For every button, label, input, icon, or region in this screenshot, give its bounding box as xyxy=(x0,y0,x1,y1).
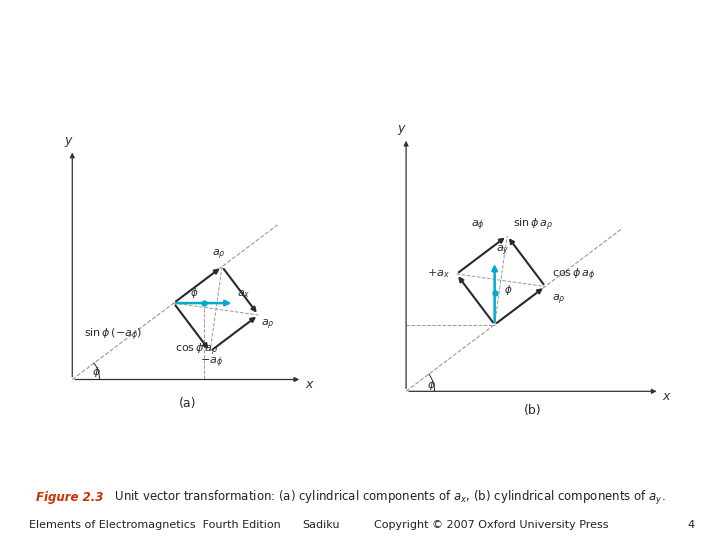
Text: (a): (a) xyxy=(179,397,196,410)
Text: 4: 4 xyxy=(688,520,695,530)
Text: Sadiku: Sadiku xyxy=(302,520,340,530)
Text: Unit vector transformation: (a) cylindrical components of $a_x$, (b) cylindrical: Unit vector transformation: (a) cylindri… xyxy=(107,489,665,507)
Text: $a_{y}$: $a_{y}$ xyxy=(496,244,510,258)
Text: $\cos\phi\,a_{\phi}$: $\cos\phi\,a_{\phi}$ xyxy=(552,267,595,284)
Text: $\phi$: $\phi$ xyxy=(190,286,199,300)
Text: $\cos\phi\,a_{\rho}$: $\cos\phi\,a_{\rho}$ xyxy=(175,342,218,358)
Text: x: x xyxy=(662,389,670,403)
Text: y: y xyxy=(397,122,405,134)
Text: $\sin\phi\,(-a_{\phi})$: $\sin\phi\,(-a_{\phi})$ xyxy=(84,327,143,343)
Text: x: x xyxy=(305,377,312,390)
Text: $a_{x}$: $a_{x}$ xyxy=(237,288,251,300)
Text: $a_{\rho}$: $a_{\rho}$ xyxy=(552,293,565,307)
Text: $\phi$: $\phi$ xyxy=(504,283,513,297)
Text: $a_{\rho}$: $a_{\rho}$ xyxy=(261,318,275,333)
Text: Elements of Electromagnetics  Fourth Edition: Elements of Electromagnetics Fourth Edit… xyxy=(29,520,281,530)
Text: Copyright © 2007 Oxford University Press: Copyright © 2007 Oxford University Press xyxy=(374,520,609,530)
Text: $\sin\phi\,a_{\rho}$: $\sin\phi\,a_{\rho}$ xyxy=(513,217,554,233)
Text: $+a_{x}$: $+a_{x}$ xyxy=(428,268,450,280)
Text: $a_{\rho}$: $a_{\rho}$ xyxy=(212,248,226,262)
Text: $-a_{\phi}$: $-a_{\phi}$ xyxy=(200,356,223,370)
Text: Figure 2.3: Figure 2.3 xyxy=(36,491,104,504)
Text: $\phi$: $\phi$ xyxy=(92,365,101,379)
Text: (b): (b) xyxy=(524,404,541,417)
Text: y: y xyxy=(64,134,71,147)
Text: $a_{\phi}$: $a_{\phi}$ xyxy=(472,218,485,233)
Text: $\phi$: $\phi$ xyxy=(427,377,436,392)
